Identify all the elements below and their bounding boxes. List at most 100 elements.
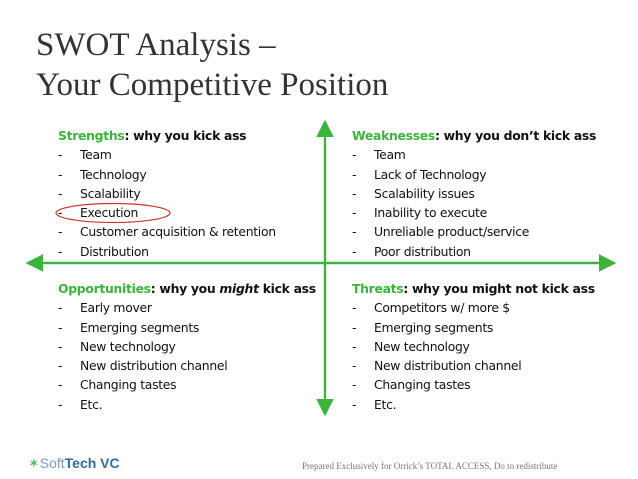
bullet-dash: -	[352, 377, 357, 393]
bullet-dash: -	[352, 396, 357, 412]
list-item: - Inability to execute	[352, 203, 596, 222]
list-item: - New technology	[58, 337, 316, 356]
bullet-dash: -	[352, 147, 357, 163]
bullet-dash: -	[352, 300, 357, 316]
quadrant-label: Strengths	[58, 128, 125, 143]
item-text: Emerging segments	[80, 319, 200, 335]
list-item: - Unreliable product/service	[352, 222, 596, 241]
item-text: New distribution channel	[374, 358, 522, 374]
quadrant-label: Opportunities	[58, 281, 151, 296]
list-item: - Distribution	[58, 242, 276, 261]
list-item: - Etc.	[352, 395, 595, 414]
quadrant-label: Threats	[352, 281, 404, 296]
item-text: Distribution	[80, 243, 149, 259]
quadrant-threats: Threats: why you might not kick ass - Comp…	[352, 279, 595, 414]
quadrant-heading: Threats: why you might not kick ass	[352, 279, 595, 298]
list-item: - New distribution channel	[58, 356, 316, 375]
title-line-1: SWOT Analysis –	[36, 27, 276, 63]
list-item: - Scalability	[58, 184, 276, 203]
list-item: - Technology	[58, 165, 276, 184]
softtech-vc-logo: ✶SoftTech VC	[28, 455, 120, 472]
item-text: Technology	[80, 166, 147, 182]
bullet-dash: -	[58, 185, 63, 201]
quadrant-subtitle: : why you kick ass	[124, 128, 247, 143]
quadrant-heading: Opportunities: why you might kick ass	[58, 279, 316, 298]
item-text: Early mover	[80, 300, 152, 316]
item-text: Inability to execute	[374, 205, 487, 221]
item-text: Execution	[80, 205, 139, 221]
quadrant-heading: Weaknesses: why you don’t kick ass	[352, 126, 596, 145]
list-item: - Team	[352, 145, 596, 164]
logo-icon: ✶	[28, 455, 40, 471]
bullet-dash: -	[352, 224, 357, 240]
item-text: Team	[374, 147, 406, 163]
footer-note: Prepared Exclusively for Orrick’s TOTAL …	[302, 461, 558, 471]
bullet-dash: -	[58, 338, 63, 354]
item-text: Competitors w/ more $	[374, 300, 510, 316]
bullet-dash: -	[58, 300, 63, 316]
bullet-dash: -	[58, 147, 63, 163]
bullet-dash: -	[352, 358, 357, 374]
bullet-dash: -	[58, 358, 63, 374]
item-text: Changing tastes	[374, 377, 471, 393]
item-text: Poor distribution	[374, 243, 471, 259]
item-text: Etc.	[374, 396, 397, 412]
quadrant-subtitle: : why you	[150, 281, 220, 296]
list-item: - Customer acquisition & retention	[58, 222, 276, 241]
bullet-dash: -	[58, 377, 63, 393]
item-text: Emerging segments	[374, 319, 494, 335]
logo-text-tech: Tech VC	[64, 455, 120, 471]
quadrant-subtitle-emphasis: might	[219, 281, 259, 296]
bullet-dash: -	[352, 205, 357, 221]
quadrant-opportunities: Opportunities: why you might kick ass - Ea…	[58, 279, 316, 414]
list-item: - Emerging segments	[352, 318, 595, 337]
item-text: New technology	[80, 338, 176, 354]
item-text: Changing tastes	[80, 377, 177, 393]
item-text: New technology	[374, 338, 470, 354]
execution-circle	[55, 202, 171, 224]
bullet-dash: -	[352, 243, 357, 259]
quadrant-subtitle: : why you might not kick ass	[403, 281, 595, 296]
list-item: - Emerging segments	[58, 318, 316, 337]
list-item: - New distribution channel	[352, 356, 595, 375]
quadrant-weaknesses: Weaknesses: why you don’t kick ass - Team -…	[352, 126, 596, 261]
title-line-2: Your Competitive Position	[36, 67, 389, 103]
item-text: Team	[80, 147, 112, 163]
list-item: - Changing tastes	[58, 375, 316, 394]
list-item: - Execution	[58, 203, 276, 222]
list-item: - Etc.	[58, 395, 316, 414]
quadrant-label: Weaknesses	[352, 128, 435, 143]
item-text: Scalability	[80, 185, 141, 201]
item-text: Unreliable product/service	[374, 224, 530, 240]
list-item: - Scalability issues	[352, 184, 596, 203]
list-item: - Lack of Technology	[352, 165, 596, 184]
bullet-dash: -	[352, 338, 357, 354]
bullet-dash: -	[58, 319, 63, 335]
quadrant-heading: Strengths: why you kick ass	[58, 126, 276, 145]
item-text: New distribution channel	[80, 358, 228, 374]
bullet-dash: -	[58, 166, 63, 182]
list-item: - New technology	[352, 337, 595, 356]
quadrant-subtitle: : why you don’t kick ass	[434, 128, 597, 143]
bullet-dash: -	[352, 319, 357, 335]
bullet-dash: -	[352, 185, 357, 201]
bullet-dash: -	[58, 224, 63, 240]
bullet-dash: -	[352, 166, 357, 182]
logo-text-soft: Soft	[39, 455, 65, 471]
item-text: Lack of Technology	[374, 166, 487, 182]
item-text: Scalability issues	[374, 185, 475, 201]
item-text: Etc.	[80, 396, 103, 412]
list-item: - Early mover	[58, 298, 316, 317]
list-item: - Competitors w/ more $	[352, 298, 595, 317]
bullet-dash: -	[58, 396, 63, 412]
bullet-dash: -	[58, 243, 63, 259]
quadrant-strengths: Strengths: why you kick ass - Team - Technol…	[58, 126, 276, 261]
quadrant-subtitle-tail: kick ass	[258, 281, 316, 296]
list-item: - Poor distribution	[352, 242, 596, 261]
list-item: - Team	[58, 145, 276, 164]
bullet-dash: -	[58, 205, 63, 221]
item-text: Customer acquisition & retention	[80, 224, 276, 240]
list-item: - Changing tastes	[352, 375, 595, 394]
